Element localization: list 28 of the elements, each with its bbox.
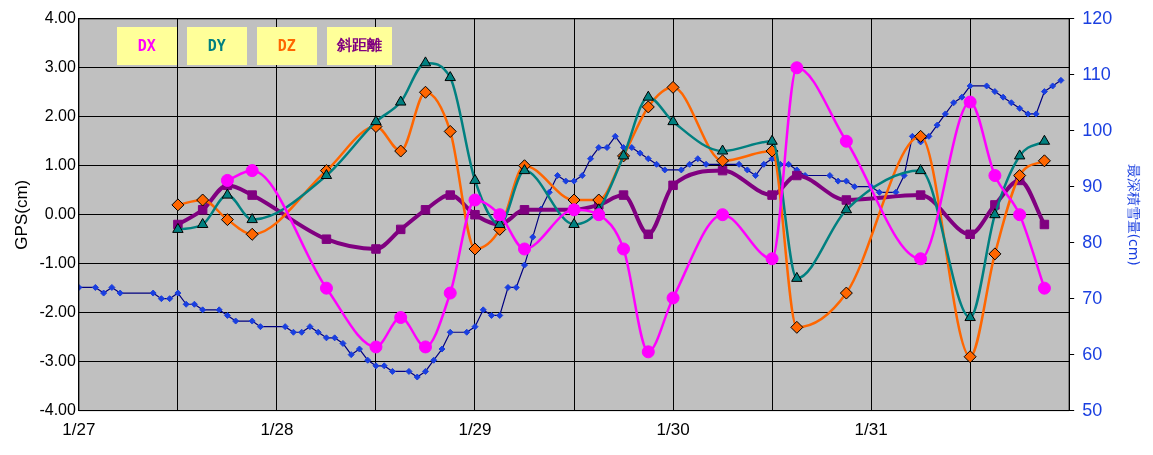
text: DZ — [256, 26, 317, 65]
y-tick-label: 0.00 — [44, 205, 76, 223]
y-tick-label: -3.00 — [39, 352, 76, 370]
y-tick-label: -1.00 — [39, 254, 76, 272]
y2-tick-label: 90 — [1082, 175, 1103, 196]
y-tick-label: 1.00 — [44, 156, 76, 174]
y-tick-label: -2.00 — [39, 303, 76, 321]
y2-tick-label: 110 — [1082, 63, 1111, 84]
y2-tick-label: 80 — [1082, 231, 1103, 252]
text: 斜距離 — [326, 26, 392, 65]
x-tick-label: 1/27 — [62, 420, 96, 440]
x-tick-label: 1/31 — [854, 420, 888, 440]
y2-axis-title: 最深積雪量(cm) — [1125, 163, 1142, 266]
y2-tick-label: 70 — [1082, 287, 1103, 308]
y-tick-label: 3.00 — [44, 58, 76, 76]
text: DX — [116, 26, 177, 65]
y2-tick-label: 120 — [1082, 7, 1113, 28]
text: DY — [186, 26, 247, 65]
x-tick-label: 1/28 — [260, 420, 294, 440]
x-tick-label: 1/30 — [656, 420, 690, 440]
y-tick-label: 2.00 — [44, 107, 76, 125]
y2-tick-label: 60 — [1082, 343, 1103, 364]
y-axis-title: GPS(cm) — [11, 179, 31, 250]
y2-tick-label: 100 — [1082, 119, 1113, 140]
y-tick-label: 4.00 — [44, 9, 76, 27]
x-tick-label: 1/29 — [458, 420, 492, 440]
y-tick-label: -4.00 — [39, 401, 76, 419]
y2-tick-label: 50 — [1082, 399, 1103, 420]
